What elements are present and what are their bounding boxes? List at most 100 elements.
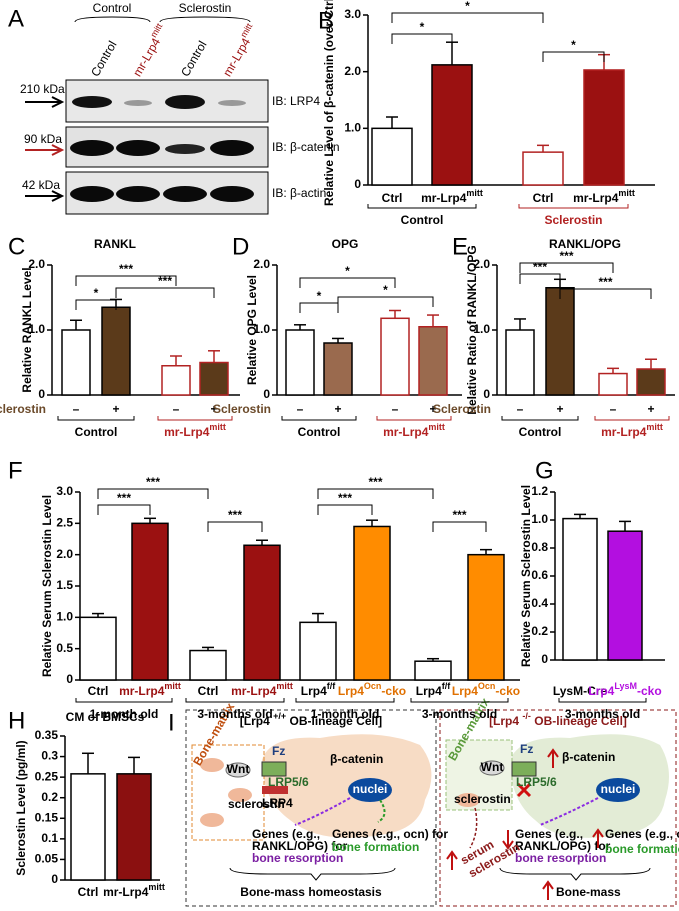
gene-text: bone formation [332,840,419,854]
band [210,140,254,156]
y-tick-label: 3.0 [344,7,361,21]
group-bracket [410,698,509,703]
x-tick-label-part: mr-Lrp4 [573,191,619,205]
receptor [511,761,537,777]
marker-arrow [25,96,65,108]
x-tick-label-part: Lrp4 [588,684,614,698]
x-tick-label: Ctrl [78,885,99,899]
y-tick-label: 0.05 [35,852,59,866]
significance-label: *** [158,274,172,288]
significance-bracket [519,262,614,273]
lane-sup: mitt [239,21,255,39]
significance-bracket [542,51,605,62]
row-value: + [210,402,217,416]
fz-label: Fz [272,744,285,758]
x-tick-label-part: mr-Lrp4 [119,684,165,698]
wnt-label: Wnt [227,762,250,776]
y-tick-label: 0.6 [531,568,548,582]
x-tick-label: Lrp4LysM-cko [588,681,661,698]
y-tick-label: 1.0 [253,322,270,336]
group-bracket [75,698,173,703]
x-tick-label-part: f/f [442,681,451,691]
significance-label: *** [368,475,382,489]
receptor [261,761,287,777]
title-text: OB-lineage Cell] [286,714,382,728]
group-bracket [57,416,135,421]
row-value: – [517,402,524,416]
x-tick-label: Lrp4Ocn-cko [452,681,520,698]
y-tick-label: 1.0 [28,322,45,336]
gene-text: Genes (e.g., [252,827,320,841]
group-label: Control [75,425,118,439]
x-tick-label-part: Ctrl [88,684,109,698]
bar [199,361,229,396]
significance-label: * [383,283,388,297]
x-tick-label-part: mitt [466,188,483,198]
significance-label: *** [228,508,242,522]
y-tick-label: 1.0 [56,610,73,624]
title-sup: -/- [522,711,531,721]
group-label-part: 3-months old [197,707,272,721]
title-text: OB-lineage Cell] [531,714,627,728]
blot-panel: A Control Sclerostin Control mr-Lrp4mitt… [8,1,340,215]
y-tick-label: 1.2 [531,484,548,498]
y-tick-label: 0.4 [531,596,548,610]
y-tick-label: 0.15 [35,810,59,824]
bar [607,530,643,661]
row-label: Sclerostin [433,402,491,416]
significance-bracket [115,287,215,298]
arrow [377,799,386,823]
blot-group: Control [93,1,132,15]
y-tick-label: 0.2 [41,790,58,804]
group-label: mr-Lrp4mitt [383,422,445,439]
x-tick-label-part: LysM [614,681,637,691]
y-tick-label: 0.25 [35,769,59,783]
cell-blob [200,758,224,772]
chart-title: OPG [332,237,359,251]
bar [116,773,152,881]
lrp56-label: LRP5/6 [516,775,557,789]
panel-label: E [452,233,468,260]
y-tick-label: 0 [483,387,490,401]
band [70,186,114,202]
band [218,100,246,106]
y-axis-label: Sclerostin Level (pg/ml) [14,740,28,875]
marker-arrow [25,190,65,202]
lane-text: mr-Lrp4 [220,35,253,79]
y-tick-label: 0.2 [531,624,548,638]
significance-bracket [75,275,177,286]
catenin-label: β-catenin [562,750,615,764]
nucleus [348,778,392,802]
band [165,95,205,109]
x-tick-label-part: Ctrl [382,191,403,205]
bar [70,773,106,881]
marker-label: 42 kDa [22,178,60,192]
y-tick-label: 0 [38,387,45,401]
significance-label: *** [559,249,573,263]
sclerostin-label: sclerostin [228,797,285,811]
y-tick-label: 0 [66,672,73,686]
significance-bracket [299,302,339,313]
bar [79,616,117,681]
significance-bracket [519,273,561,284]
x-tick-label: Ctrl [382,191,403,205]
group-bracket [376,416,452,421]
diagram-box [439,709,677,907]
x-tick-label-part: -cko [637,684,662,698]
blot-group: Sclerostin [179,1,232,15]
cell [262,734,432,838]
blot-label: IB: β-catenin [272,140,340,154]
diagram-title: [Lrp4 -/- OB-lineage Cell] [489,711,627,728]
group-label: Control [519,425,562,439]
group-label: 3-months old [565,707,640,721]
group-label-part: Control [401,213,444,227]
x-tick-label-part: Ctrl [78,885,99,899]
significance-bracket [559,288,652,299]
nucleus [596,778,640,802]
band [72,96,112,108]
lane-text: mr-Lrp4 [130,35,163,79]
sclerostin-label: sclerostin [454,792,511,806]
blot-label: IB: β-actin [272,186,326,200]
y-tick-label: 2.0 [28,257,45,271]
gene-text: Genes (e.g., ocn) for [332,827,448,841]
